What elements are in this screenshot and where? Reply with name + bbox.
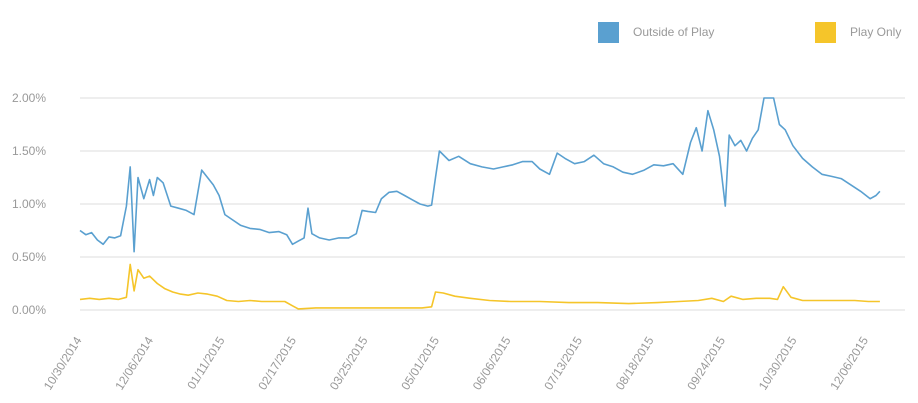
y-tick-label: 1.00% [12,197,46,211]
x-axis-ticks: 10/30/2014 12/06/2014 01/11/2015 02/17/2015… [41,334,871,393]
x-tick-label: 05/01/2015 [398,334,442,393]
x-tick-label: 02/17/2015 [255,334,299,393]
y-axis-ticks: 0.00% 0.50% 1.00% 1.50% 2.00% [12,91,46,317]
y-tick-label: 1.50% [12,144,46,158]
legend-label-play-only: Play Only [850,25,902,39]
series-line-play-only[interactable] [79,263,880,310]
x-tick-label: 09/24/2015 [684,334,728,393]
legend-label-outside-of-play: Outside of Play [633,25,715,39]
legend-item-outside-of-play[interactable]: Outside of Play [598,20,714,44]
y-tick-label: 0.50% [12,250,46,264]
series-line-outside-of-play[interactable] [79,97,881,253]
x-tick-label: 10/30/2014 [41,334,85,393]
x-tick-label: 07/13/2015 [541,334,585,393]
x-tick-label: 12/06/2015 [827,334,871,393]
y-tick-label: 0.00% [12,303,46,317]
y-tick-label: 2.00% [12,91,46,105]
chart-series [79,97,881,310]
x-tick-label: 08/18/2015 [613,334,657,393]
x-tick-label: 06/06/2015 [470,334,514,393]
legend-item-play-only[interactable]: Play Only [815,20,901,44]
chart-grid [80,97,905,311]
x-tick-label: 03/25/2015 [327,334,371,393]
x-tick-label: 01/11/2015 [184,334,227,392]
x-tick-label: 12/06/2014 [112,334,156,393]
legend-swatch-outside-of-play [598,21,619,43]
legend-swatch-play-only [815,21,836,43]
x-tick-label: 10/30/2015 [756,334,800,393]
